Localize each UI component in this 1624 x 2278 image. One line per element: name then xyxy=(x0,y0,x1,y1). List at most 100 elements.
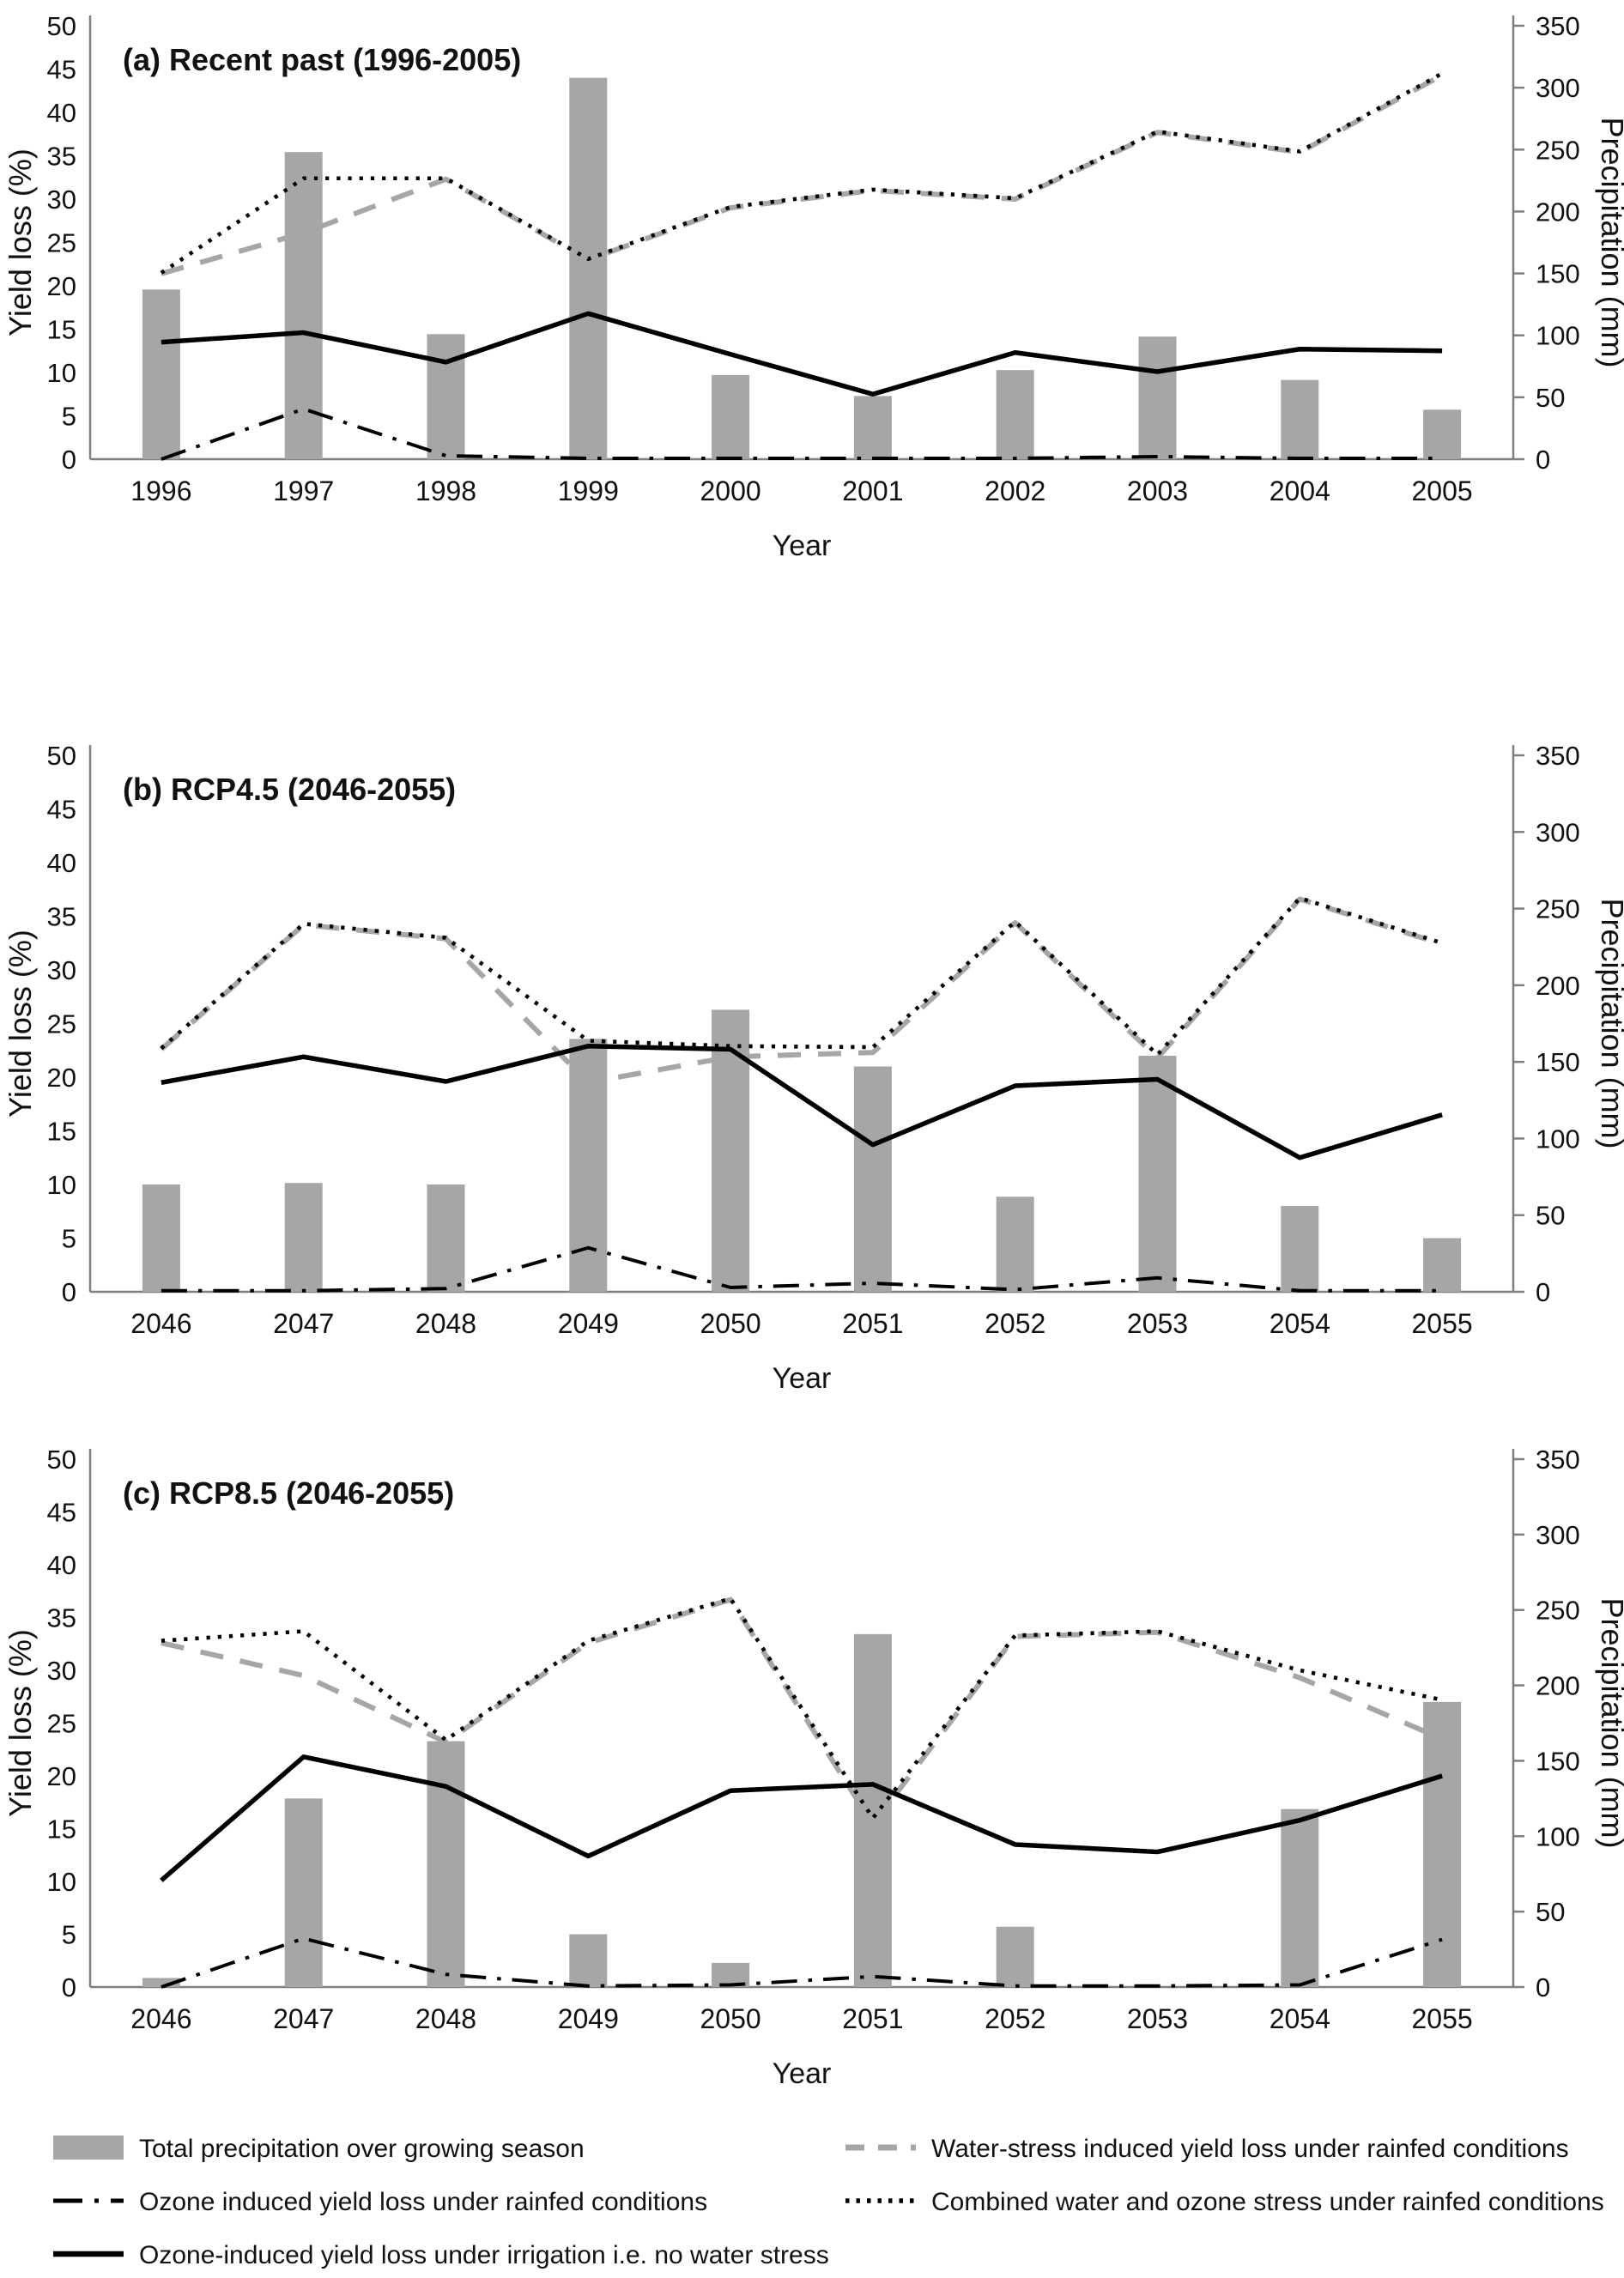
y-left-tick-label: 30 xyxy=(47,185,76,215)
panel-title: (b) RCP4.5 (2046-2055) xyxy=(123,772,456,807)
line-series xyxy=(159,896,1444,1086)
line-series xyxy=(160,71,1444,275)
x-axis-title: Year xyxy=(773,1362,832,1395)
y-left-tick-label: 5 xyxy=(62,1224,76,1254)
y-right-tick-label: 100 xyxy=(1536,1124,1580,1154)
x-tick-label: 2001 xyxy=(842,476,903,506)
line-series xyxy=(161,407,1443,461)
line-series xyxy=(161,72,1444,276)
x-tick-label: 1999 xyxy=(558,476,619,506)
line-series xyxy=(160,1754,1443,1882)
y-right-tick-label: 50 xyxy=(1536,1201,1565,1231)
legend-swatch-precipitation xyxy=(53,2136,124,2160)
line-series xyxy=(161,1936,1443,1989)
x-tick-label: 2050 xyxy=(700,1308,761,1339)
bar xyxy=(284,152,323,459)
y-right-tick-label: 100 xyxy=(1536,321,1580,351)
x-tick-label: 2054 xyxy=(1270,1308,1330,1339)
y-right-tick-label: 300 xyxy=(1536,73,1580,103)
y-left-axis-title: Yield loss (%) xyxy=(3,148,38,336)
bar-series xyxy=(142,77,1462,459)
legend-item: Ozone induced yield loss under rainfed c… xyxy=(53,2188,707,2216)
y-left-axis-title: Yield loss (%) xyxy=(3,1629,38,1817)
y-left-tick-label: 15 xyxy=(47,1815,76,1845)
y-right-tick-label: 0 xyxy=(1536,445,1550,475)
y-right-tick-label: 200 xyxy=(1536,197,1580,227)
bar xyxy=(853,1066,892,1292)
y-left-tick-label: 45 xyxy=(47,1498,76,1528)
line-series xyxy=(161,1596,1444,1827)
y-right-tick-label: 350 xyxy=(1536,11,1580,41)
x-tick-label: 2054 xyxy=(1270,2003,1330,2034)
line-series xyxy=(161,1245,1443,1293)
y-right-tick-label: 350 xyxy=(1536,1445,1580,1475)
x-tick-label: 2046 xyxy=(130,1308,191,1339)
y-right-tick-label: 300 xyxy=(1536,1520,1580,1550)
y-left-tick-label: 35 xyxy=(47,142,76,172)
y-right-tick-label: 350 xyxy=(1536,741,1580,771)
y-right-tick-label: 200 xyxy=(1536,971,1580,1001)
y-right-tick-label: 250 xyxy=(1536,135,1580,165)
y-left-tick-label: 0 xyxy=(62,1277,76,1307)
bar xyxy=(996,1926,1034,1987)
x-tick-label: 2004 xyxy=(1270,476,1330,506)
bar xyxy=(1423,409,1462,459)
y-left-tick-label: 50 xyxy=(47,1445,76,1475)
y-left-tick-label: 25 xyxy=(47,1009,76,1039)
x-tick-label: 2055 xyxy=(1412,2003,1473,2034)
x-tick-label: 2053 xyxy=(1127,2003,1188,2034)
x-tick-label: 2046 xyxy=(130,2003,191,2034)
legend-item: Water-stress induced yield loss under ra… xyxy=(845,2135,1569,2163)
y-right-tick-label: 100 xyxy=(1536,1821,1580,1851)
bar xyxy=(427,1741,465,1987)
x-tick-label: 2052 xyxy=(985,1308,1045,1339)
y-right-tick-label: 50 xyxy=(1536,1897,1565,1927)
y-right-tick-label: 50 xyxy=(1536,383,1565,413)
y-left-tick-label: 35 xyxy=(47,1603,76,1633)
bar xyxy=(284,1798,323,1987)
panel-title: (c) RCP8.5 (2046-2055) xyxy=(123,1475,454,1511)
y-left-tick-label: 20 xyxy=(47,271,76,301)
x-tick-label: 2050 xyxy=(700,2003,761,2034)
y-left-tick-label: 30 xyxy=(47,955,76,985)
bar xyxy=(1281,379,1319,459)
y-right-tick-label: 150 xyxy=(1536,1047,1580,1077)
x-tick-label: 1997 xyxy=(273,476,334,506)
x-tick-label: 2053 xyxy=(1127,1308,1188,1339)
y-right-axis-title: Precipitation (mm) xyxy=(1595,1597,1624,1848)
y-left-tick-label: 35 xyxy=(47,902,76,932)
legend-label: Total precipitation over growing season xyxy=(139,2135,585,2163)
y-right-tick-label: 0 xyxy=(1536,1972,1550,2002)
legend: Total precipitation over growing season W… xyxy=(53,2135,1604,2269)
bar-series xyxy=(142,1009,1462,1292)
x-tick-label: 2003 xyxy=(1127,476,1188,506)
y-left-tick-label: 0 xyxy=(62,1972,76,2002)
y-left-tick-label: 10 xyxy=(47,358,76,388)
x-tick-label: 2051 xyxy=(842,1308,903,1339)
y-left-tick-label: 40 xyxy=(47,1550,76,1580)
bar xyxy=(284,1183,323,1292)
x-tick-label: 1996 xyxy=(130,476,191,506)
y-left-tick-label: 20 xyxy=(47,1761,76,1791)
y-right-tick-label: 250 xyxy=(1536,1596,1580,1626)
panel-c: 0 5 10 15 20 25 30 35 40 45 50 0 50 100 150 200 250 300 35… xyxy=(3,1445,1624,2090)
y-left-tick-label: 50 xyxy=(47,11,76,41)
bar-series xyxy=(142,1633,1462,1987)
bar xyxy=(1423,1701,1462,1987)
y-left-tick-label: 45 xyxy=(47,55,76,85)
y-left-tick-label: 15 xyxy=(47,1117,76,1147)
y-left-tick-label: 10 xyxy=(47,1867,76,1897)
x-tick-label: 2051 xyxy=(842,2003,903,2034)
y-left-tick-label: 25 xyxy=(47,1709,76,1739)
y-left-tick-label: 40 xyxy=(47,98,76,128)
bar xyxy=(427,1184,465,1292)
bar xyxy=(996,370,1034,459)
x-axis-title: Year xyxy=(773,530,832,562)
x-tick-label: 2052 xyxy=(985,2003,1045,2034)
bar xyxy=(712,374,750,459)
bar xyxy=(142,1978,180,1987)
bar xyxy=(1281,1808,1319,1987)
bar xyxy=(1423,1238,1462,1292)
